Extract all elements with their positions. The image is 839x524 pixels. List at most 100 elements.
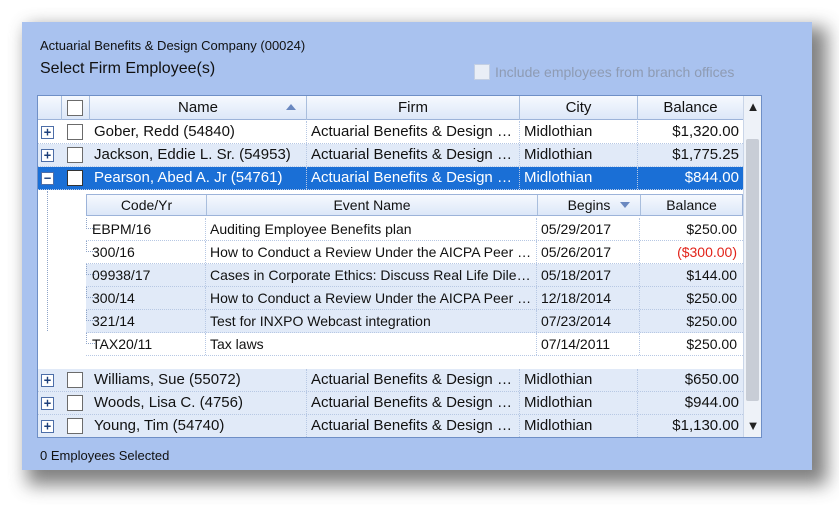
tree-connector	[47, 191, 48, 331]
event-code: 300/14	[92, 287, 206, 309]
expand-row-icon[interactable]: +	[41, 374, 54, 387]
event-row[interactable]: 321/14 Test for INXPO Webcast integratio…	[86, 310, 743, 333]
employee-row[interactable]: + Woods, Lisa C. (4756) Actuarial Benefi…	[38, 392, 743, 415]
event-balance-negative: ($300.00)	[677, 244, 737, 260]
column-header-event[interactable]: Event Name	[207, 195, 538, 215]
employee-row[interactable]: + Williams, Sue (55072) Actuarial Benefi…	[38, 369, 743, 392]
expand-row-icon[interactable]: +	[41, 149, 54, 162]
employee-balance: $1,320.00	[672, 123, 739, 140]
event-row[interactable]: 300/14 How to Conduct a Review Under the…	[86, 287, 743, 310]
event-row[interactable]: TAX20/11 Tax laws 07/14/2011 $250.00	[86, 333, 743, 356]
employee-row[interactable]: + Gober, Redd (54840) Actuarial Benefits…	[38, 121, 743, 144]
event-name: How to Conduct a Review Under the AICPA …	[206, 287, 537, 309]
vertical-scrollbar[interactable]: ▲ ▼	[743, 96, 761, 437]
event-begins: 05/26/2017	[537, 241, 640, 263]
employee-balance: $650.00	[684, 371, 739, 388]
event-name: Cases in Corporate Ethics: Discuss Real …	[206, 264, 537, 286]
employee-balance: $844.00	[684, 169, 739, 186]
event-row[interactable]: 09938/17 Cases in Corporate Ethics: Disc…	[86, 264, 743, 287]
employee-grid[interactable]: Name Firm City Balance + Gober, Redd (54…	[37, 95, 762, 438]
selection-status: 0 Employees Selected	[40, 448, 170, 463]
event-begins: 12/18/2014	[537, 287, 640, 309]
event-begins: 05/29/2017	[537, 218, 640, 240]
scroll-thumb[interactable]	[746, 139, 759, 401]
event-balance: $144.00	[686, 267, 737, 283]
event-balance: $250.00	[686, 221, 737, 237]
event-balance: $250.00	[686, 313, 737, 329]
employee-row[interactable]: + Young, Tim (54740) Actuarial Benefits …	[38, 415, 743, 437]
event-name: Auditing Employee Benefits plan	[206, 218, 537, 240]
tree-connector	[86, 310, 95, 321]
select-all-checkbox[interactable]	[67, 100, 83, 116]
grid-header: Name Firm City Balance	[38, 96, 743, 120]
branch-offices-label: Include employees from branch offices	[495, 64, 735, 80]
column-header-begins[interactable]: Begins	[538, 195, 641, 215]
event-row[interactable]: EBPM/16 Auditing Employee Benefits plan …	[86, 218, 743, 241]
event-code: 09938/17	[92, 264, 206, 286]
employee-balance: $1,775.25	[672, 146, 739, 163]
employee-firm: Actuarial Benefits & Design Company	[307, 415, 520, 437]
employee-firm: Actuarial Benefits & Design Company	[307, 144, 520, 166]
scroll-down-icon[interactable]: ▼	[746, 418, 760, 433]
event-code: 321/14	[92, 310, 206, 332]
column-header-event-balance[interactable]: Balance	[666, 197, 717, 213]
column-header-city[interactable]: City	[520, 96, 638, 120]
event-begins: 07/23/2014	[537, 310, 640, 332]
row-checkbox[interactable]	[67, 124, 83, 140]
employee-row-selected[interactable]: − Pearson, Abed A. Jr (54761) Actuarial …	[38, 167, 743, 190]
scroll-up-icon[interactable]: ▲	[746, 99, 760, 114]
row-checkbox[interactable]	[67, 418, 83, 434]
employee-name: Woods, Lisa C. (4756)	[90, 392, 307, 414]
employee-name: Gober, Redd (54840)	[90, 121, 307, 143]
column-header-name[interactable]: Name	[90, 96, 307, 120]
collapse-row-icon[interactable]: −	[41, 172, 54, 185]
event-code: EBPM/16	[92, 218, 206, 240]
event-name: How to Conduct a Review Under the AICPA …	[206, 241, 537, 263]
employee-name: Williams, Sue (55072)	[90, 369, 307, 391]
expand-row-icon[interactable]: +	[41, 397, 54, 410]
employee-name: Pearson, Abed A. Jr (54761)	[90, 167, 307, 189]
branch-offices-option[interactable]: Include employees from branch offices	[474, 64, 734, 80]
event-name: Test for INXPO Webcast integration	[206, 310, 537, 332]
company-label: Actuarial Benefits & Design Company (000…	[40, 38, 306, 53]
tree-connector	[86, 264, 95, 275]
sort-ascending-icon	[286, 104, 296, 110]
event-code: TAX20/11	[92, 333, 206, 355]
employee-firm: Actuarial Benefits & Design Company	[307, 369, 520, 391]
tree-connector	[86, 287, 95, 298]
expand-row-icon[interactable]: +	[41, 420, 54, 433]
select-all-header	[62, 96, 90, 120]
employee-row[interactable]: + Jackson, Eddie L. Sr. (54953) Actuaria…	[38, 144, 743, 167]
row-checkbox[interactable]	[67, 147, 83, 163]
expander-header	[38, 96, 62, 120]
branch-offices-checkbox[interactable]	[474, 64, 490, 80]
employee-city: Midlothian	[520, 415, 638, 437]
row-checkbox[interactable]	[67, 372, 83, 388]
employee-picker-panel: Actuarial Benefits & Design Company (000…	[22, 22, 812, 470]
event-begins: 07/14/2011	[537, 333, 640, 355]
column-header-code[interactable]: Code/Yr	[87, 195, 207, 215]
employee-city: Midlothian	[520, 144, 638, 166]
event-code: 300/16	[92, 241, 206, 263]
employee-city: Midlothian	[520, 121, 638, 143]
row-checkbox[interactable]	[67, 170, 83, 186]
row-checkbox[interactable]	[67, 395, 83, 411]
event-row[interactable]: 300/16 How to Conduct a Review Under the…	[86, 241, 743, 264]
employee-name: Young, Tim (54740)	[90, 415, 307, 437]
employee-balance: $944.00	[684, 394, 739, 411]
event-balance: $250.00	[686, 290, 737, 306]
column-header-firm[interactable]: Firm	[307, 96, 520, 120]
page-title: Select Firm Employee(s)	[40, 60, 216, 77]
column-header-begins-label: Begins	[567, 197, 611, 213]
tree-connector	[86, 241, 95, 252]
employee-city: Midlothian	[520, 369, 638, 391]
tree-connector	[86, 218, 95, 229]
employee-firm: Actuarial Benefits & Design Company	[307, 121, 520, 143]
employee-firm: Actuarial Benefits & Design Company	[307, 167, 520, 189]
column-header-balance[interactable]: Balance	[663, 99, 718, 116]
event-balance: $250.00	[686, 336, 737, 352]
event-grid-header: Code/Yr Event Name Begins Balance	[86, 194, 743, 216]
expand-row-icon[interactable]: +	[41, 126, 54, 139]
tree-connector	[86, 333, 95, 344]
sort-descending-icon	[620, 202, 630, 208]
